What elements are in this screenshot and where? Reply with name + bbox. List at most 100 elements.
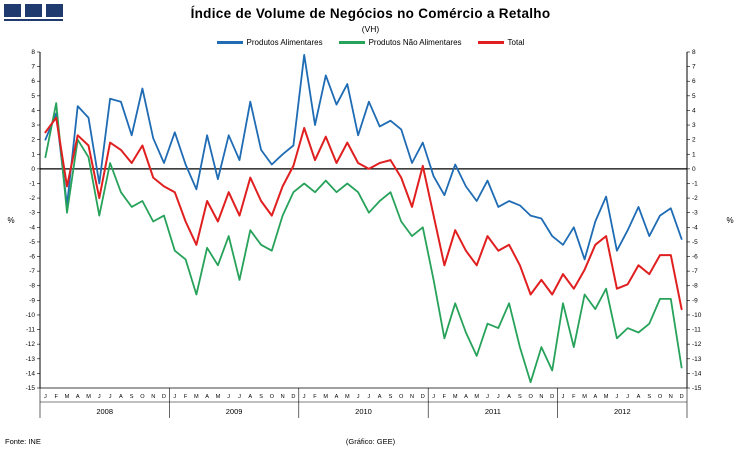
- svg-text:J: J: [616, 394, 619, 400]
- svg-text:-11: -11: [692, 327, 701, 334]
- svg-text:M: M: [604, 394, 609, 400]
- svg-text:D: D: [680, 394, 684, 400]
- svg-text:A: A: [76, 394, 80, 400]
- svg-text:4: 4: [31, 107, 35, 114]
- svg-text:-11: -11: [26, 327, 35, 334]
- svg-text:2: 2: [692, 137, 696, 144]
- svg-text:-5: -5: [692, 239, 698, 246]
- legend-label: Total: [507, 38, 525, 47]
- svg-text:-2: -2: [692, 195, 698, 202]
- svg-text:-14: -14: [26, 370, 36, 377]
- svg-text:J: J: [562, 394, 565, 400]
- svg-text:-14: -14: [692, 370, 702, 377]
- logo-square-icon: [4, 4, 21, 17]
- legend-item-nao-alimentares: Produtos Não Alimentares: [338, 38, 462, 47]
- svg-text:%: %: [726, 216, 733, 225]
- svg-text:D: D: [550, 394, 554, 400]
- svg-text:M: M: [216, 394, 221, 400]
- svg-text:A: A: [335, 394, 339, 400]
- svg-text:-9: -9: [692, 297, 698, 304]
- svg-text:A: A: [464, 394, 468, 400]
- svg-text:A: A: [593, 394, 597, 400]
- svg-text:-3: -3: [29, 210, 35, 217]
- svg-text:O: O: [399, 394, 404, 400]
- axes: [39, 52, 688, 389]
- svg-text:D: D: [421, 394, 425, 400]
- chart-title: Índice de Volume de Negócios no Comércio…: [190, 6, 551, 21]
- svg-text:-4: -4: [692, 224, 698, 231]
- svg-text:-12: -12: [692, 341, 702, 348]
- svg-text:-6: -6: [692, 254, 698, 261]
- svg-text:J: J: [357, 394, 360, 400]
- svg-text:4: 4: [692, 107, 696, 114]
- svg-text:A: A: [507, 394, 511, 400]
- svg-text:6: 6: [31, 78, 35, 85]
- credit-note: (Gráfico: GEE): [345, 437, 396, 446]
- svg-text:-6: -6: [29, 254, 35, 261]
- legend-item-alimentares: Produtos Alimentares: [216, 38, 323, 47]
- svg-text:-9: -9: [29, 297, 35, 304]
- svg-text:5: 5: [692, 93, 696, 100]
- svg-text:S: S: [130, 394, 134, 400]
- svg-text:2012: 2012: [614, 407, 631, 416]
- svg-text:7: 7: [692, 64, 696, 71]
- svg-text:J: J: [367, 394, 370, 400]
- svg-text:-15: -15: [692, 385, 702, 392]
- svg-text:6: 6: [692, 78, 696, 85]
- svg-text:-2: -2: [29, 195, 35, 202]
- svg-text:-10: -10: [26, 312, 36, 319]
- svg-text:M: M: [65, 394, 70, 400]
- svg-text:O: O: [528, 394, 533, 400]
- svg-text:F: F: [313, 394, 317, 400]
- svg-text:S: S: [259, 394, 263, 400]
- svg-text:-3: -3: [692, 210, 698, 217]
- svg-text:J: J: [486, 394, 489, 400]
- svg-text:-13: -13: [692, 356, 702, 363]
- chart-legend: Produtos Alimentares Produtos Não Alimen…: [0, 38, 741, 47]
- y-axis-ticks: 8 8 7 7 6 6 5 5 4 4 3 3 2 2 1 1 0 0 -1 -1 -2 -2 -3 -3 -4 -4 -5 -5 -6…: [26, 49, 702, 392]
- svg-text:M: M: [86, 394, 91, 400]
- svg-text:2008: 2008: [96, 407, 113, 416]
- svg-text:F: F: [184, 394, 188, 400]
- svg-text:-10: -10: [692, 312, 702, 319]
- svg-text:-5: -5: [29, 239, 35, 246]
- legend-line-green-icon: [338, 41, 365, 44]
- svg-text:-8: -8: [29, 283, 35, 290]
- svg-text:J: J: [44, 394, 47, 400]
- svg-text:-12: -12: [26, 341, 36, 348]
- svg-text:O: O: [140, 394, 145, 400]
- svg-text:J: J: [98, 394, 101, 400]
- svg-text:J: J: [497, 394, 500, 400]
- svg-text:D: D: [291, 394, 295, 400]
- svg-text:-4: -4: [29, 224, 35, 231]
- svg-text:A: A: [637, 394, 641, 400]
- svg-text:A: A: [205, 394, 209, 400]
- svg-text:-8: -8: [692, 283, 698, 290]
- x-axis-year-labels: 2008 2009 2010 2011 2012: [39, 388, 688, 418]
- svg-text:D: D: [162, 394, 166, 400]
- svg-text:M: M: [582, 394, 587, 400]
- legend-item-total: Total: [477, 38, 525, 47]
- y-axis-titles: %%: [7, 216, 733, 225]
- svg-text:2: 2: [31, 137, 35, 144]
- svg-text:7: 7: [31, 64, 35, 71]
- svg-text:%: %: [7, 216, 14, 225]
- logo-square-icon: [25, 4, 42, 17]
- svg-text:M: M: [345, 394, 350, 400]
- svg-text:1: 1: [692, 151, 696, 158]
- svg-text:F: F: [443, 394, 447, 400]
- svg-text:J: J: [238, 394, 241, 400]
- svg-text:J: J: [173, 394, 176, 400]
- svg-text:M: M: [323, 394, 328, 400]
- svg-text:N: N: [539, 394, 543, 400]
- svg-text:2009: 2009: [226, 407, 243, 416]
- svg-text:-7: -7: [692, 268, 698, 275]
- svg-text:F: F: [54, 394, 58, 400]
- svg-text:A: A: [119, 394, 123, 400]
- svg-text:S: S: [647, 394, 651, 400]
- svg-text:1: 1: [31, 151, 35, 158]
- legend-line-red-icon: [477, 41, 504, 44]
- logo: [4, 4, 63, 21]
